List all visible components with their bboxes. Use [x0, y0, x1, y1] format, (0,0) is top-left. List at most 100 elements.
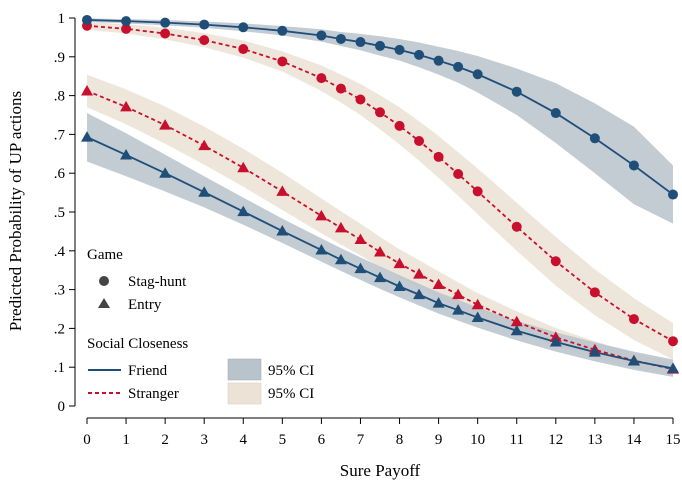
y-tick-label: .2: [54, 321, 65, 337]
data-point-stranger-entry: [393, 257, 406, 269]
data-point-stranger-entry: [237, 161, 250, 173]
data-point-stranger-entry: [432, 278, 445, 290]
x-tick-label: 1: [122, 432, 130, 448]
data-point-stranger-entry: [510, 315, 523, 327]
ci-band-friend-stag-hunt: [87, 18, 673, 224]
legend-circle-marker: [99, 276, 109, 286]
data-point-stranger-entry: [81, 84, 93, 96]
data-point-friend-entry: [334, 253, 347, 265]
data-point-friend-entry: [667, 362, 679, 373]
data-point-stranger-stag-hunt: [433, 151, 444, 162]
data-point-stranger-stag-hunt: [453, 168, 464, 179]
data-point-friend-stag-hunt: [414, 49, 425, 60]
x-tick-label: 4: [240, 432, 248, 448]
data-point-friend-entry: [374, 271, 386, 283]
data-point-friend-stag-hunt: [160, 17, 171, 28]
data-point-friend-entry: [276, 225, 289, 236]
data-point-stranger-entry: [198, 139, 211, 151]
legend-entry-label: Entry: [128, 297, 162, 313]
legend-stag-hunt-label: Stag-hunt: [128, 274, 187, 290]
data-point-stranger-entry: [334, 221, 347, 233]
legend-friend-ci-swatch: [227, 358, 262, 381]
series-line-friend-entry: [86, 136, 674, 370]
legend-closeness-title: Social Closeness: [87, 336, 188, 352]
data-point-friend-entry: [627, 354, 640, 366]
data-point-stranger-entry: [159, 119, 172, 130]
data-point-friend-entry: [471, 311, 484, 323]
y-tick-label: .1: [54, 360, 65, 376]
confidence-bands: [87, 18, 673, 377]
data-point-friend-stag-hunt: [121, 16, 132, 27]
data-point-friend-entry: [549, 335, 562, 347]
data-point-stranger-entry: [354, 233, 367, 245]
y-tick-label: .3: [54, 283, 65, 299]
x-tick-label: 2: [161, 432, 169, 448]
data-point-friend-stag-hunt: [199, 19, 210, 30]
data-point-friend-entry: [237, 205, 250, 217]
legend-triangle-marker: [98, 298, 110, 308]
data-point-stranger-entry: [120, 100, 133, 112]
ci-band-stranger-stag-hunt: [87, 21, 673, 360]
x-tick-label: 11: [510, 432, 524, 448]
y-tick-label: .5: [54, 205, 65, 221]
data-point-stranger-stag-hunt: [335, 83, 346, 94]
data-point-stranger-entry: [315, 209, 328, 221]
data-point-stranger-entry: [413, 268, 426, 279]
data-point-friend-stag-hunt: [628, 160, 639, 171]
x-tick-label: 14: [626, 432, 642, 448]
data-point-friend-entry: [120, 148, 133, 160]
data-point-friend-stag-hunt: [511, 86, 522, 97]
series-line-stranger-entry: [86, 90, 674, 371]
data-point-stranger-stag-hunt: [238, 44, 249, 55]
data-point-friend-entry: [510, 324, 523, 336]
data-point-stranger-stag-hunt: [511, 221, 522, 232]
data-point-friend-stag-hunt: [453, 61, 464, 72]
data-point-friend-entry: [432, 297, 445, 308]
y-tick-label: 0: [58, 399, 66, 415]
y-tick-label: .4: [54, 244, 66, 260]
data-point-friend-entry: [393, 280, 406, 291]
data-point-stranger-entry: [471, 298, 484, 310]
data-point-stranger-stag-hunt: [550, 256, 561, 267]
data-point-stranger-stag-hunt: [121, 23, 132, 34]
data-point-stranger-entry: [374, 245, 386, 257]
data-point-friend-stag-hunt: [316, 30, 327, 41]
y-tick-label: 1: [58, 11, 66, 27]
data-point-stranger-stag-hunt: [394, 120, 405, 131]
data-point-friend-stag-hunt: [238, 22, 249, 33]
data-point-friend-stag-hunt: [668, 189, 678, 200]
legend-friend-label: Friend: [128, 363, 168, 379]
legend-stranger-ci-label: 95% CI: [268, 386, 314, 402]
x-tick-label: 8: [396, 432, 404, 448]
x-tick-label: 0: [83, 432, 91, 448]
data-point-friend-entry: [81, 131, 93, 142]
series-lines: [86, 19, 674, 371]
legend-game-title: Game: [87, 247, 123, 263]
data-point-friend-stag-hunt: [589, 133, 600, 144]
y-axis-ticks: 0 .1 .2 .3 .4 .5 .6 .7 .8 .9 1: [54, 11, 75, 415]
x-tick-label: 10: [470, 432, 485, 448]
data-point-friend-entry: [315, 244, 328, 255]
x-tick-label: 15: [666, 432, 681, 448]
x-tick-label: 12: [548, 432, 563, 448]
x-tick-label: 9: [435, 432, 443, 448]
data-point-friend-entry: [354, 262, 367, 274]
legend-stranger-label: Stranger: [128, 386, 179, 402]
data-point-stranger-stag-hunt: [355, 94, 366, 105]
data-point-stranger-stag-hunt: [375, 107, 385, 118]
data-point-friend-stag-hunt: [355, 37, 366, 48]
data-point-friend-stag-hunt: [375, 40, 385, 51]
x-tick-label: 5: [279, 432, 287, 448]
data-point-friend-entry: [198, 186, 211, 197]
data-point-friend-entry: [588, 346, 601, 357]
data-point-friend-entry: [452, 304, 465, 315]
data-point-stranger-stag-hunt: [668, 336, 678, 347]
y-tick-label: .9: [54, 50, 65, 66]
data-point-stranger-stag-hunt: [414, 135, 425, 146]
data-point-friend-stag-hunt: [335, 33, 346, 44]
x-tick-label: 6: [318, 432, 326, 448]
series-line-friend-stag-hunt: [86, 19, 674, 196]
data-point-friend-stag-hunt: [82, 14, 92, 25]
y-tick-label: .8: [54, 89, 65, 105]
